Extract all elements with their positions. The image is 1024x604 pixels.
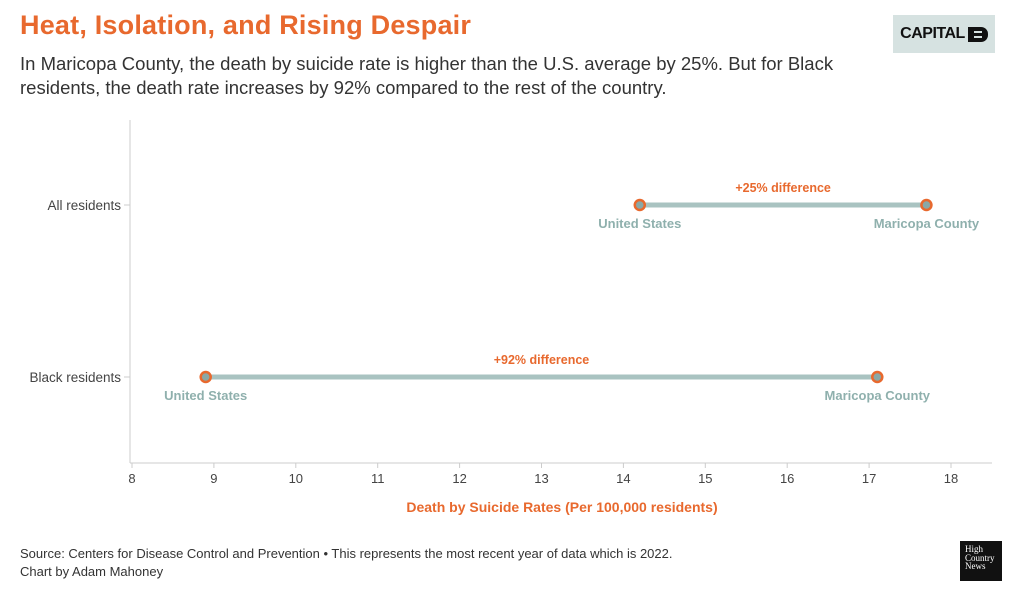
x-tick-label: 18	[944, 471, 958, 486]
end-point-label: Maricopa County	[825, 388, 931, 403]
x-tick-label: 9	[210, 471, 217, 486]
footer: Source: Centers for Disease Control and …	[20, 545, 672, 581]
x-tick-label: 8	[128, 471, 135, 486]
high-country-news-logo: High Country News	[960, 541, 1002, 581]
difference-annotation: +25% difference	[735, 181, 831, 195]
end-point	[920, 198, 933, 212]
brand-b-icon	[967, 26, 988, 42]
x-tick-label: 15	[698, 471, 712, 486]
chart-subtitle: In Maricopa County, the death by suicide…	[20, 53, 834, 98]
chart-title: Heat, Isolation, and Rising Despair	[20, 10, 472, 40]
source-note: Source: Centers for Disease Control and …	[20, 546, 673, 561]
x-tick-label: 11	[371, 471, 385, 486]
y-category-label: Black residents	[29, 370, 121, 385]
start-point-label: United States	[598, 216, 681, 231]
difference-annotation: +92% difference	[494, 353, 590, 367]
start-point-label: United States	[164, 388, 247, 403]
capital-b-logo: CAPITAL	[893, 15, 995, 53]
brand-name: CAPITAL	[900, 25, 965, 42]
y-category-label: All residents	[47, 198, 121, 213]
x-tick-label: 17	[862, 471, 876, 486]
x-tick-label: 12	[452, 471, 466, 486]
start-point	[633, 198, 647, 212]
start-point	[199, 370, 212, 384]
x-tick-label: 10	[289, 471, 303, 486]
x-tick-label: 16	[780, 471, 794, 486]
chart-credit: Chart by Adam Mahoney	[20, 564, 164, 579]
end-point-label: Maricopa County	[874, 216, 980, 231]
end-point	[871, 370, 884, 384]
x-tick-label: 13	[534, 471, 548, 486]
x-axis-title: Death by Suicide Rates (Per 100,000 resi…	[406, 499, 717, 515]
x-tick-label: 14	[616, 471, 630, 486]
